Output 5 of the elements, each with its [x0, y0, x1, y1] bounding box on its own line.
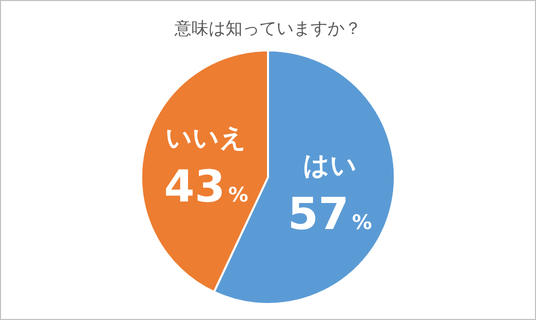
slice-label: はい [302, 150, 357, 180]
data-label: 43% [164, 161, 248, 212]
slice-label: いいえ [166, 122, 247, 153]
chart-title: 意味は知っていますか？ [174, 18, 362, 38]
data-label: 57% [288, 189, 372, 240]
